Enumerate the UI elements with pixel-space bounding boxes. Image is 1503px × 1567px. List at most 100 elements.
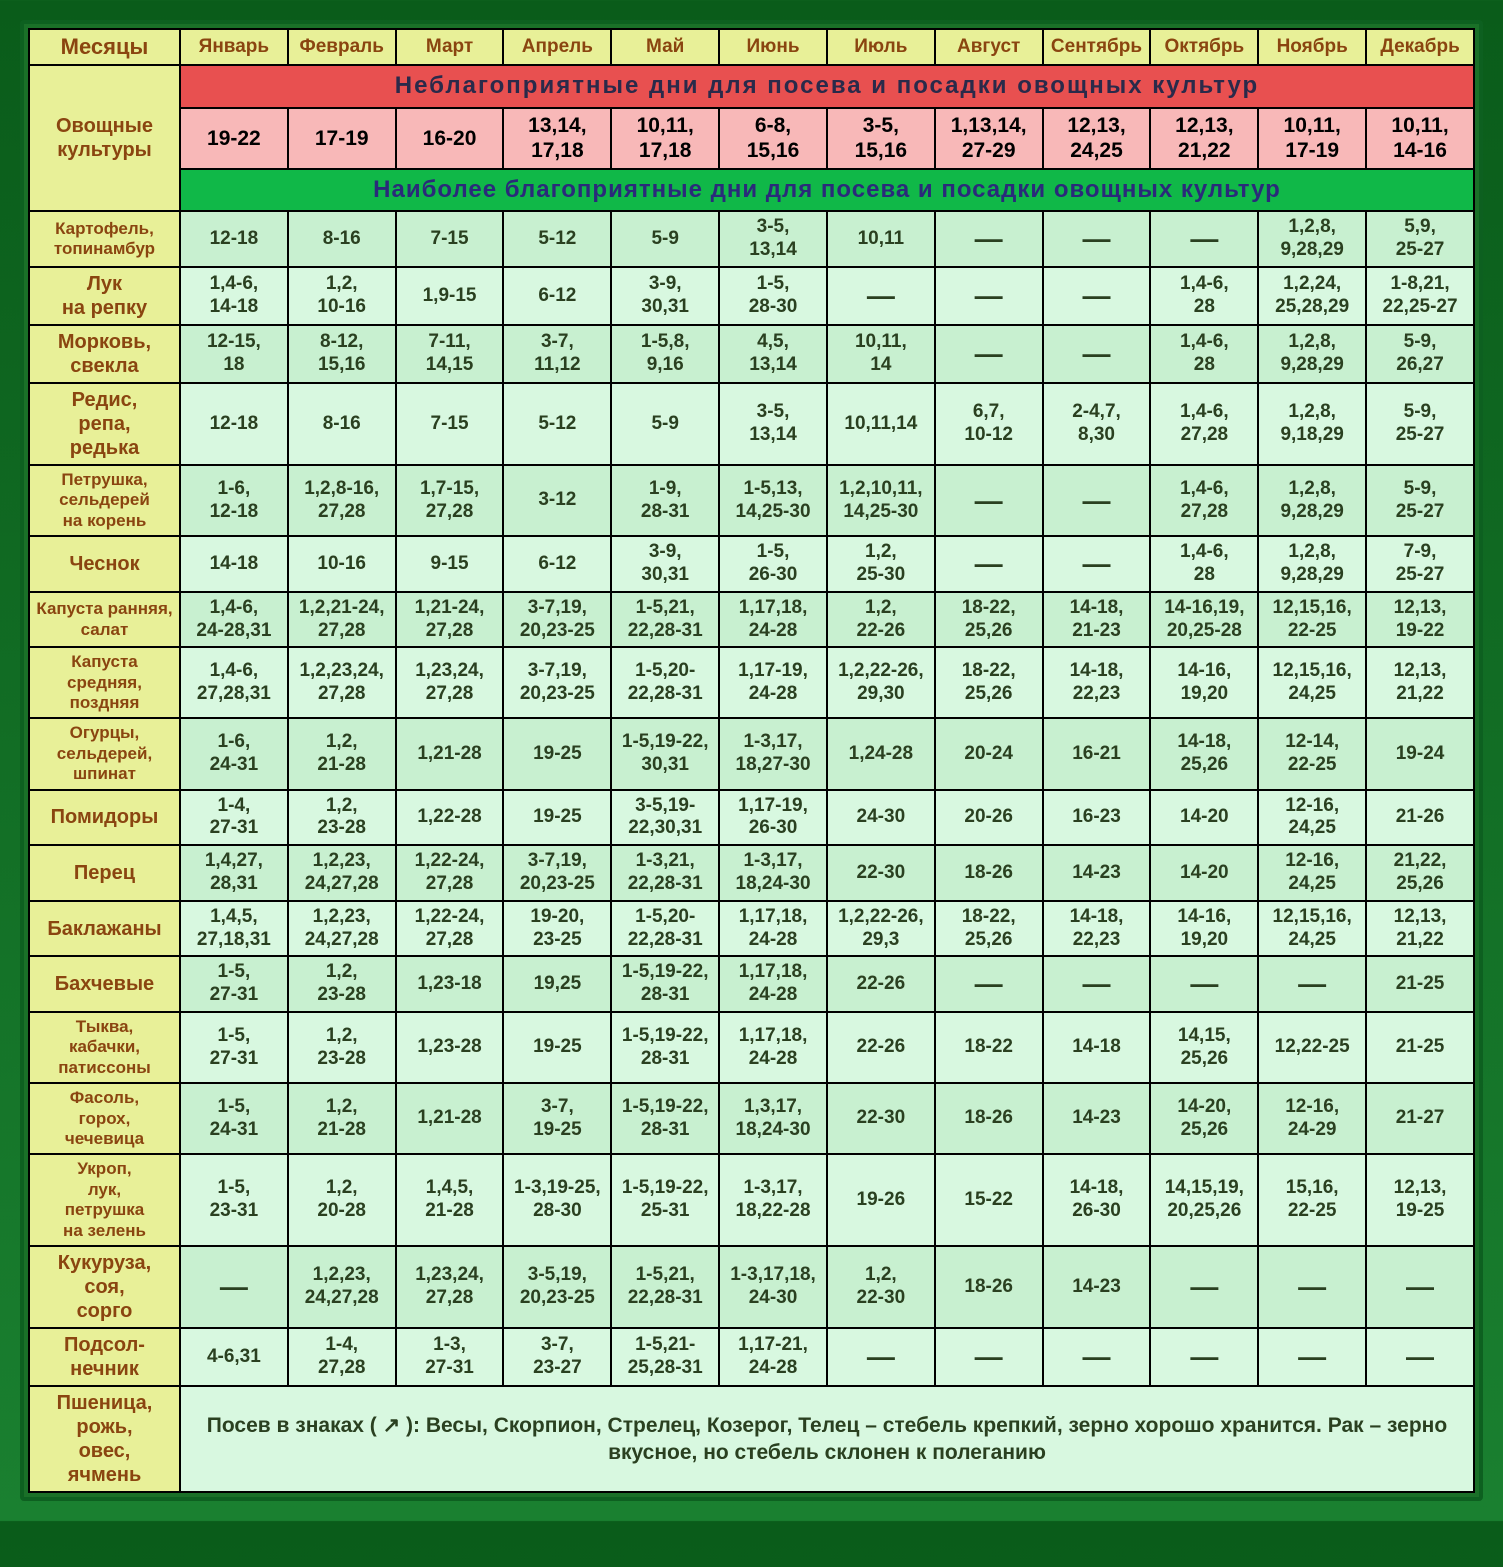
data-cell: — <box>1258 1328 1366 1386</box>
data-cell: 12-16,24-29 <box>1258 1083 1366 1154</box>
unfavorable-cell: 10,11,17,18 <box>611 108 719 168</box>
data-cell: 1-5,8,9,16 <box>611 325 719 383</box>
data-cell: 1,2,8,9,18,29 <box>1258 383 1366 465</box>
data-cell: 19,25 <box>503 956 611 1012</box>
data-cell: 1-3,17,18,22-28 <box>719 1154 827 1246</box>
data-cell: 1,4,5,21-28 <box>396 1154 504 1246</box>
month-header: Сентябрь <box>1043 29 1151 65</box>
data-cell: 8-16 <box>288 211 396 267</box>
data-cell: 19-20,23-25 <box>503 901 611 957</box>
data-cell: 1,21-28 <box>396 718 504 789</box>
data-cell: 1,23-28 <box>396 1012 504 1083</box>
data-cell: — <box>827 1328 935 1386</box>
month-header: Июнь <box>719 29 827 65</box>
data-cell: — <box>1150 1246 1258 1328</box>
data-cell: 1,2,8-16,27,28 <box>288 465 396 536</box>
favorable-title: Наиболее благоприятные дни для посева и … <box>180 169 1474 212</box>
crop-row: Подсол-нечник4-6,311-4,27,281-3,27-313-7… <box>29 1328 1474 1386</box>
data-cell: 1,2,23,24,27,28 <box>288 901 396 957</box>
data-cell: — <box>827 267 935 325</box>
data-cell: 1-5,27-31 <box>180 956 288 1012</box>
data-cell: 1,22-24,27,28 <box>396 845 504 901</box>
data-cell: 19-25 <box>503 1012 611 1083</box>
data-cell: 14-18,22,23 <box>1043 901 1151 957</box>
unfavorable-cell: 13,14,17,18 <box>503 108 611 168</box>
data-cell: 1-5,21,22,28-31 <box>611 592 719 648</box>
month-header: Апрель <box>503 29 611 65</box>
data-cell: 1,7-15,27,28 <box>396 465 504 536</box>
data-cell: 1,2,23-28 <box>288 956 396 1012</box>
data-cell: 18-22 <box>935 1012 1043 1083</box>
crop-row: Баклажаны1,4,5,27,18,311,2,23,24,27,281,… <box>29 901 1474 957</box>
crop-label: Морковь,свекла <box>29 325 180 383</box>
crop-row: Чеснок14-1810-169-156-123-9,30,311-5,26-… <box>29 536 1474 592</box>
data-cell: 1,21-24,27,28 <box>396 592 504 648</box>
table-body: Овощные культуры Неблагоприятные дни для… <box>29 65 1474 1492</box>
data-cell: 19-24 <box>1366 718 1474 789</box>
data-cell: 1-3,17,18,24-30 <box>719 845 827 901</box>
unfavorable-row: 19-2217-1916-2013,14,17,1810,11,17,186-8… <box>29 108 1474 168</box>
data-cell: 1,4-6,28 <box>1150 536 1258 592</box>
month-header: Ноябрь <box>1258 29 1366 65</box>
data-cell: 1,2,25-30 <box>827 536 935 592</box>
data-cell: 14-16,19,20 <box>1150 647 1258 718</box>
data-cell: 1-5,20-22,28-31 <box>611 647 719 718</box>
data-cell: 12-16,24,25 <box>1258 845 1366 901</box>
crop-label: Подсол-нечник <box>29 1328 180 1386</box>
data-cell: 1,2,21-28 <box>288 1083 396 1154</box>
data-cell: 8-16 <box>288 383 396 465</box>
data-cell: 3-7,11,12 <box>503 325 611 383</box>
data-cell: 1,4,27,28,31 <box>180 845 288 901</box>
data-cell: — <box>935 325 1043 383</box>
data-cell: 1,2,23-28 <box>288 1012 396 1083</box>
data-cell: — <box>1366 1328 1474 1386</box>
crop-label: Редис,репа,редька <box>29 383 180 465</box>
data-cell: 1-5,19-22,30,31 <box>611 718 719 789</box>
data-cell: 1,2,23,24,27,28 <box>288 845 396 901</box>
data-cell: 1,2,22-30 <box>827 1246 935 1328</box>
data-cell: 1,2,20-28 <box>288 1154 396 1246</box>
data-cell: 1-5,26-30 <box>719 536 827 592</box>
data-cell: 12-16,24,25 <box>1258 790 1366 846</box>
crop-row: Помидоры1-4,27-311,2,23-281,22-2819-253-… <box>29 790 1474 846</box>
data-cell: 3-12 <box>503 465 611 536</box>
data-cell: 21,22,25,26 <box>1366 845 1474 901</box>
data-cell: 18-22,25,26 <box>935 592 1043 648</box>
data-cell: 1-6,12-18 <box>180 465 288 536</box>
crop-row: Огурцы,сельдерей,шпинат1-6,24-311,2,21-2… <box>29 718 1474 789</box>
data-cell: 21-27 <box>1366 1083 1474 1154</box>
data-cell: 9-15 <box>396 536 504 592</box>
data-cell: 12,13,21,22 <box>1366 901 1474 957</box>
data-cell: 14,15,25,26 <box>1150 1012 1258 1083</box>
data-cell: 1,2,23-28 <box>288 790 396 846</box>
data-cell: 7-9,25-27 <box>1366 536 1474 592</box>
unfavorable-cell: 17-19 <box>288 108 396 168</box>
data-cell: 1-5,19-22,28-31 <box>611 1012 719 1083</box>
data-cell: 1,21-28 <box>396 1083 504 1154</box>
data-cell: 5-9 <box>611 383 719 465</box>
data-cell: — <box>935 211 1043 267</box>
data-cell: 3-5,13,14 <box>719 383 827 465</box>
data-cell: 1,4-6,24-28,31 <box>180 592 288 648</box>
data-cell: 16-21 <box>1043 718 1151 789</box>
data-cell: — <box>1043 267 1151 325</box>
data-cell: 12-18 <box>180 383 288 465</box>
data-cell: — <box>1258 956 1366 1012</box>
data-cell: 1-5,21,22,28-31 <box>611 1246 719 1328</box>
unfavorable-title: Неблагоприятные дни для посева и посадки… <box>180 65 1474 108</box>
data-cell: 8-12,15,16 <box>288 325 396 383</box>
data-cell: 3-7,23-27 <box>503 1328 611 1386</box>
crop-row: Редис,репа,редька12-188-167-155-125-93-5… <box>29 383 1474 465</box>
data-cell: 3-9,30,31 <box>611 536 719 592</box>
data-cell: 1-3,17,18,27-30 <box>719 718 827 789</box>
data-cell: 1-3,17,18,24-30 <box>719 1246 827 1328</box>
unfavorable-cell: 10,11,14-16 <box>1366 108 1474 168</box>
data-cell: 5-12 <box>503 383 611 465</box>
unfavorable-cell: 12,13,24,25 <box>1043 108 1151 168</box>
data-cell: 14-18 <box>1043 1012 1151 1083</box>
data-cell: 1-6,24-31 <box>180 718 288 789</box>
data-cell: 14-18,22,23 <box>1043 647 1151 718</box>
data-cell: 1-5,13,14,25-30 <box>719 465 827 536</box>
crop-label: Помидоры <box>29 790 180 846</box>
unfavorable-cell: 1,13,14,27-29 <box>935 108 1043 168</box>
